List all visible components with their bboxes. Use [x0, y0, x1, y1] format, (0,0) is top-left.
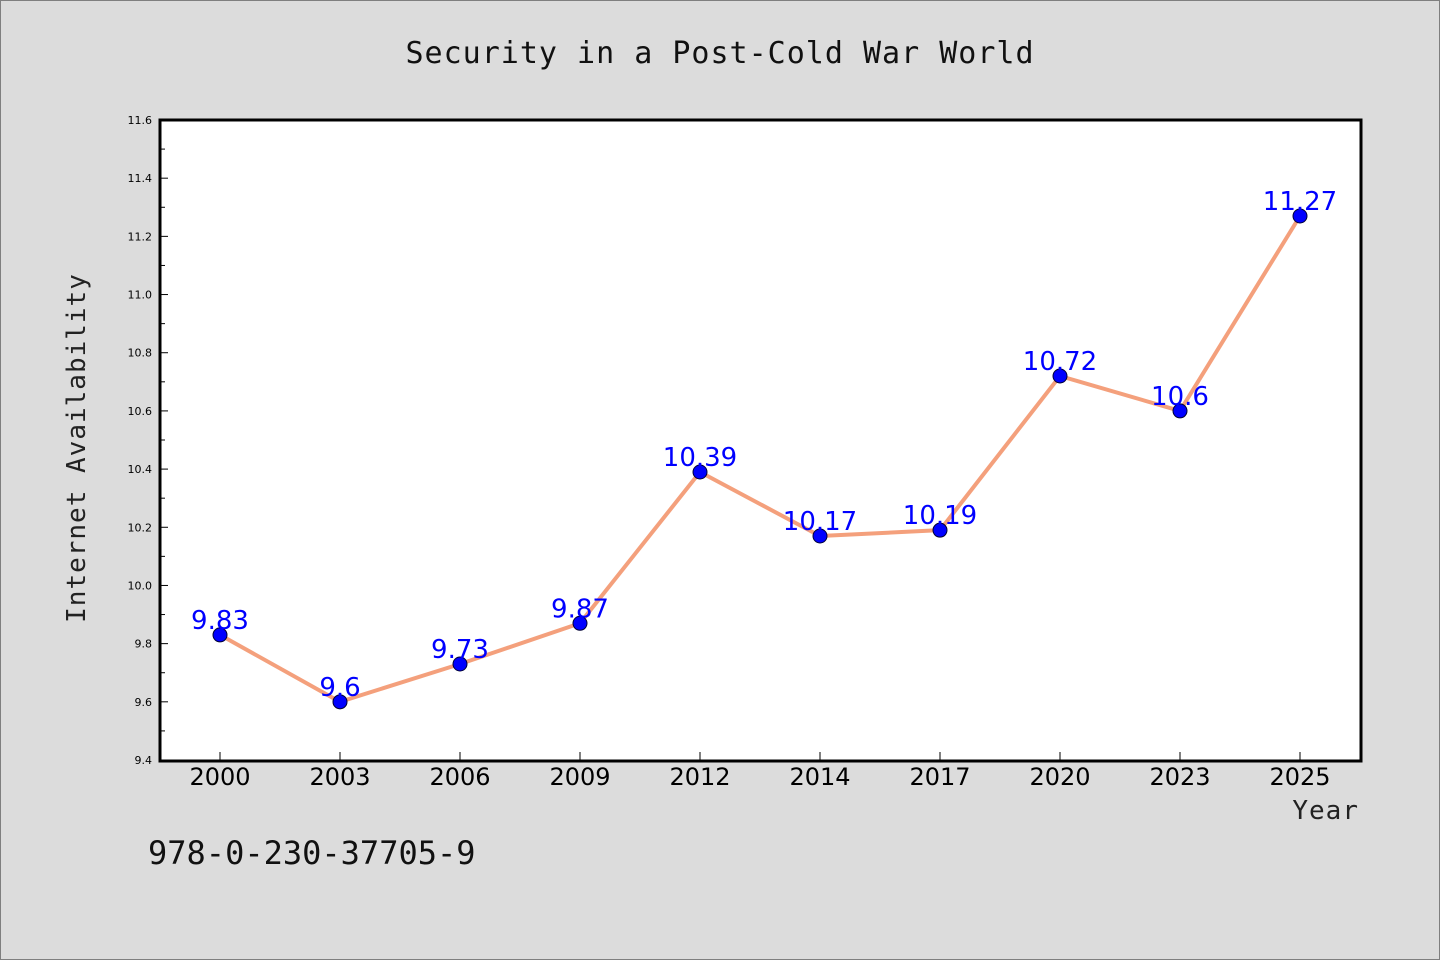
data-series: 9.83 9.6 9.73 9.87 10.39 10.17 10.19 10.72 10.6 1… — [191, 187, 1337, 710]
x-axis-ticks: 2000 2003 2006 2009 2012 2014 2017 2020 2023 2025 — [189, 752, 1331, 791]
x-tick-label: 2003 — [309, 763, 370, 791]
data-label: 10.39 — [663, 443, 737, 473]
y-tick-label: 10.4 — [128, 463, 153, 476]
data-point — [332, 694, 348, 710]
y-tick-label: 11.0 — [128, 289, 153, 302]
data-label: 10.19 — [903, 501, 977, 531]
x-tick-label: 2014 — [789, 763, 850, 791]
x-tick-label: 2023 — [1149, 763, 1210, 791]
y-tick-label: 11.6 — [128, 114, 153, 127]
data-point — [1292, 208, 1308, 224]
data-label: 10.17 — [783, 507, 857, 537]
data-label: 10.6 — [1151, 382, 1209, 412]
y-tick-label: 10.6 — [128, 405, 153, 418]
y-tick-label: 11.2 — [128, 230, 153, 243]
chart-title: Security in a Post-Cold War World — [405, 36, 1034, 71]
data-label: 9.6 — [319, 673, 360, 703]
x-tick-label: 2000 — [189, 763, 250, 791]
data-point — [812, 528, 828, 544]
data-label: 9.73 — [431, 635, 489, 665]
x-tick-label: 2012 — [669, 763, 730, 791]
x-tick-label: 2009 — [549, 763, 610, 791]
series-line — [218, 214, 1302, 704]
x-tick-label: 2020 — [1029, 763, 1090, 791]
data-point — [932, 522, 948, 538]
plot-area — [158, 118, 1363, 763]
y-tick-label: 9.4 — [135, 754, 153, 767]
data-point — [1172, 403, 1188, 419]
x-axis-label: Year — [1292, 796, 1359, 826]
data-label: 9.87 — [551, 594, 609, 624]
y-tick-label: 9.6 — [135, 696, 153, 709]
y-tick-label: 10.2 — [128, 521, 153, 534]
isbn-code: 978-0-230-37705-9 — [148, 834, 476, 872]
data-point — [692, 464, 708, 480]
x-tick-label: 2025 — [1269, 763, 1330, 791]
y-axis-label: Internet Availability — [62, 273, 92, 623]
y-tick-label: 10.0 — [128, 579, 153, 592]
y-tick-label: 9.8 — [135, 638, 153, 651]
y-tick-label: 11.4 — [128, 172, 153, 185]
data-point — [212, 627, 228, 643]
data-point — [1052, 368, 1068, 384]
y-axis-ticks: 9.4 9.6 9.8 10.0 10.2 10.4 10.6 10.8 11.0 11.2 11.… — [128, 114, 168, 767]
data-label: 11.27 — [1263, 187, 1337, 217]
y-tick-label: 10.8 — [128, 347, 153, 360]
x-tick-label: 2006 — [429, 763, 490, 791]
data-point — [452, 656, 468, 672]
data-label: 10.72 — [1023, 347, 1097, 377]
data-point — [572, 615, 588, 631]
data-label: 9.83 — [191, 606, 249, 636]
x-tick-label: 2017 — [909, 763, 970, 791]
